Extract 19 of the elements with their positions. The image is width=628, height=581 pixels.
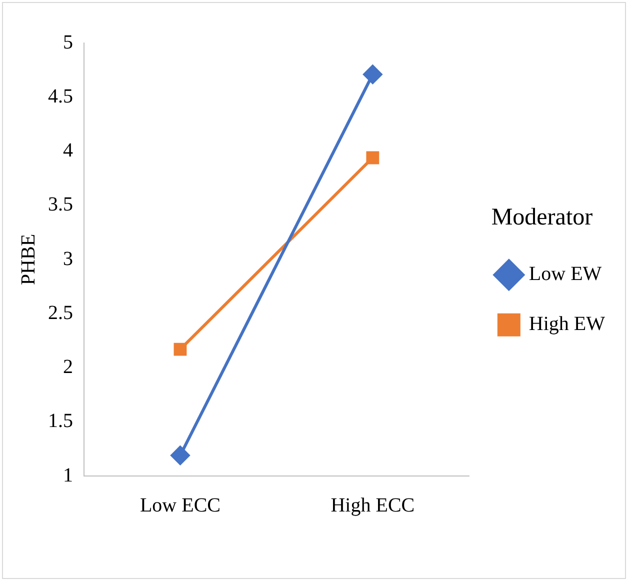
x-tick-label: Low ECC (140, 494, 221, 516)
y-tick-label: 2.5 (48, 302, 73, 324)
y-axis-title: PHBE (17, 234, 40, 286)
legend-label: High EW (528, 313, 606, 336)
y-tick-label: 3.5 (48, 194, 73, 216)
point (363, 64, 382, 84)
y-tick-label: 4 (63, 140, 73, 162)
y-tick-label: 1 (63, 464, 73, 486)
x-tick-label: High ECC (330, 494, 415, 516)
y-tick-label: 2 (63, 356, 73, 378)
point (366, 151, 380, 164)
y-tick-label: 3 (63, 248, 73, 270)
point (170, 446, 190, 465)
y-tick-label: 1.5 (48, 410, 73, 432)
y-tick-label: 5 (63, 31, 73, 54)
legend-title: Moderator (491, 204, 593, 230)
y-tick-label: 4.5 (48, 85, 73, 108)
legend-label: Low EW (528, 263, 602, 286)
point (174, 342, 187, 356)
